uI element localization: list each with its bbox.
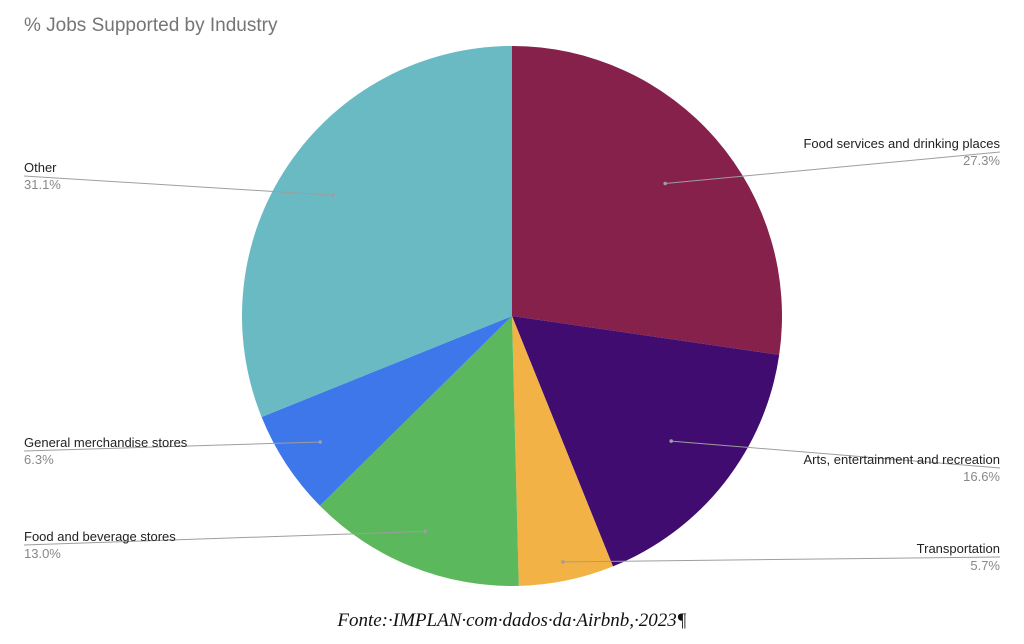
slice-label-food-services-and-drinking-places: Food services and drinking places [803, 136, 1000, 151]
leader-line-food-services-and-drinking-places [665, 151, 1001, 184]
source-caption: Fonte:·IMPLAN·com·dados·da·Airbnb,·2023¶ [337, 610, 687, 631]
slice-value-food-services-and-drinking-places: 27.3% [963, 153, 1000, 168]
slice-callouts: Food services and drinking places 27.3% Ar… [23, 136, 1001, 573]
slice-food-and-beverage-stores [319, 316, 519, 586]
slice-value-other: 31.1% [24, 177, 61, 192]
leader-dot-arts-entertainment-and-recreation [669, 439, 673, 443]
leader-line-arts-entertainment-and-recreation [671, 440, 1001, 469]
slice-label-food-and-beverage-stores: Food and beverage stores [24, 529, 176, 544]
leader-dot-food-services-and-drinking-places [663, 181, 667, 186]
callout-arts-entertainment-and-recreation: Arts, entertainment and recreation 16.6% [669, 439, 1000, 484]
slice-label-transportation: Transportation [917, 541, 1000, 556]
slice-value-food-and-beverage-stores: 13.0% [24, 546, 61, 561]
slice-label-other: Other [24, 160, 57, 175]
slice-food-services-and-drinking-places [512, 46, 783, 355]
leader-dot-other [331, 193, 335, 197]
callout-transportation: Transportation 5.7% [561, 541, 1000, 573]
leader-dot-general-merchandise-stores [318, 440, 323, 444]
leader-line-transportation [562, 556, 1001, 563]
slice-value-general-merchandise-stores: 6.3% [24, 452, 54, 467]
slice-arts-entertainment-and-recreation [512, 316, 780, 567]
slice-value-transportation: 5.7% [970, 558, 1000, 573]
slice-transportation [512, 316, 613, 586]
leader-dot-food-and-beverage-stores [423, 529, 428, 534]
slice-general-merchandise-stores [261, 316, 512, 506]
slice-label-general-merchandise-stores: General merchandise stores [24, 435, 188, 450]
slice-value-arts-entertainment-and-recreation: 16.6% [963, 469, 1000, 484]
slice-other [241, 46, 512, 417]
chart-title: % Jobs Supported by Industry [24, 15, 278, 36]
callout-general-merchandise-stores: General merchandise stores 6.3% [23, 435, 323, 467]
callout-food-and-beverage-stores: Food and beverage stores 13.0% [23, 529, 428, 561]
leader-line-general-merchandise-stores [23, 441, 321, 452]
callout-other: Other 31.1% [23, 160, 335, 197]
leader-line-food-and-beverage-stores [23, 530, 426, 546]
slice-label-arts-entertainment-and-recreation: Arts, entertainment and recreation [803, 452, 1000, 467]
leader-line-other [23, 175, 334, 196]
leader-dot-transportation [561, 560, 565, 564]
callout-food-services-and-drinking-places: Food services and drinking places 27.3% [663, 136, 1001, 186]
pie-slices [241, 46, 783, 586]
